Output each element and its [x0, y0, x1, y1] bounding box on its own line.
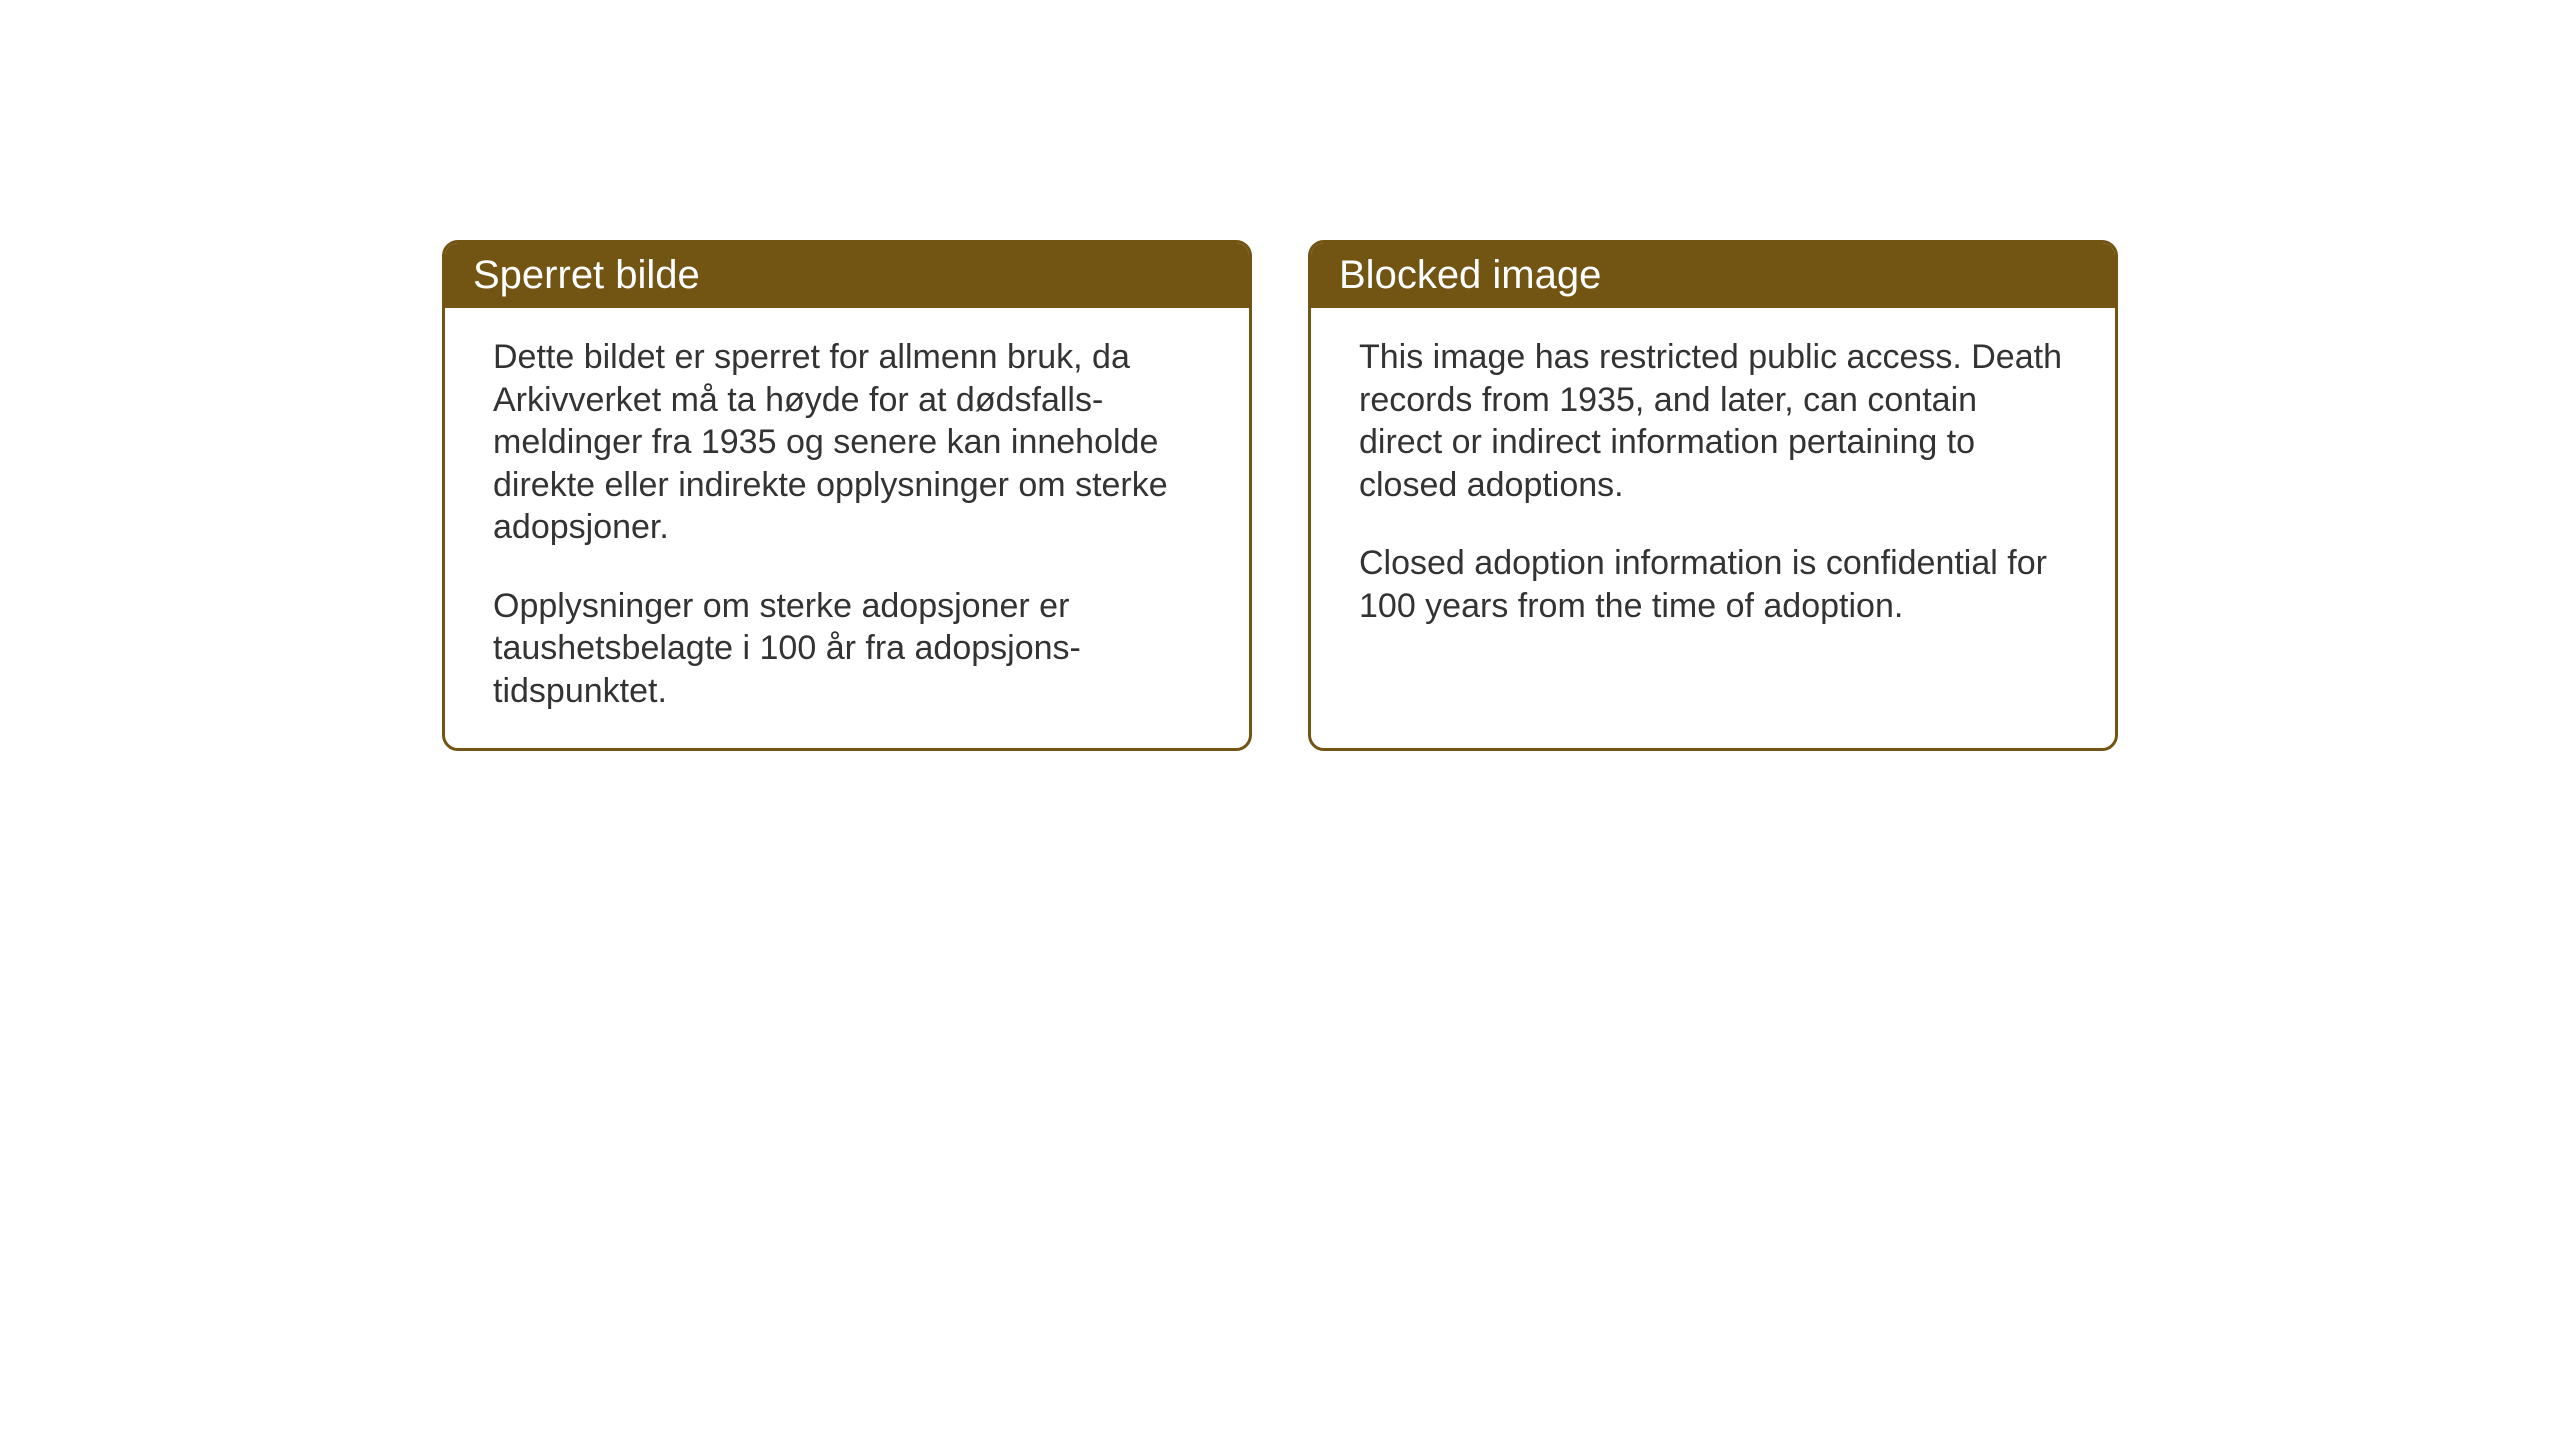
norwegian-card-body: Dette bildet er sperret for allmenn bruk…: [445, 308, 1249, 748]
norwegian-paragraph-2: Opplysninger om sterke adopsjoner er tau…: [493, 585, 1201, 713]
english-card: Blocked image This image has restricted …: [1308, 240, 2118, 751]
english-paragraph-1: This image has restricted public access.…: [1359, 336, 2067, 506]
english-paragraph-2: Closed adoption information is confident…: [1359, 542, 2067, 627]
norwegian-card-title: Sperret bilde: [445, 243, 1249, 308]
norwegian-paragraph-1: Dette bildet er sperret for allmenn bruk…: [493, 336, 1201, 549]
cards-container: Sperret bilde Dette bildet er sperret fo…: [442, 240, 2118, 751]
english-card-title: Blocked image: [1311, 243, 2115, 308]
norwegian-card: Sperret bilde Dette bildet er sperret fo…: [442, 240, 1252, 751]
english-card-body: This image has restricted public access.…: [1311, 308, 2115, 663]
